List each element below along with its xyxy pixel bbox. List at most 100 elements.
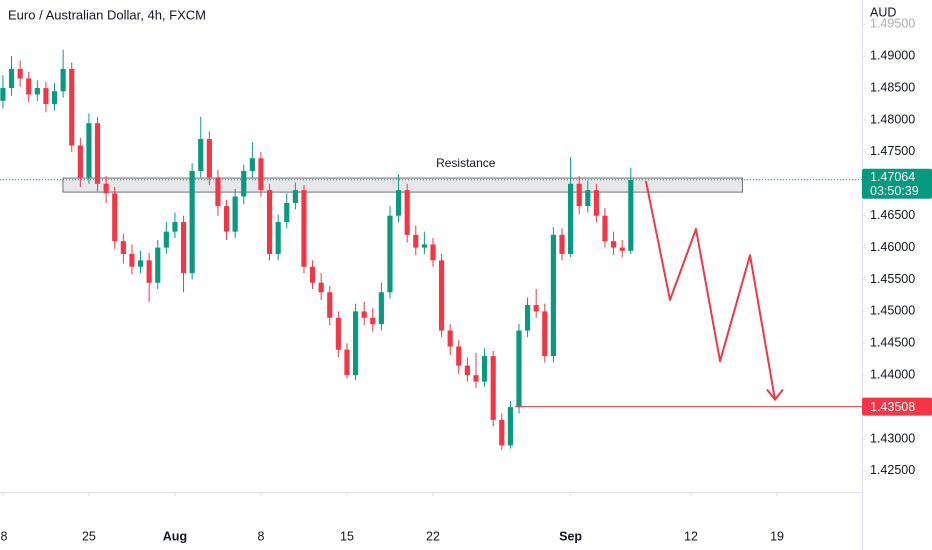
- candle-body: [611, 241, 617, 248]
- candle-body: [189, 171, 195, 274]
- target-label: 1.43508: [870, 400, 915, 414]
- y-tick-label: 1.46000: [870, 240, 915, 254]
- candle-body: [266, 190, 273, 254]
- candle-body: [223, 206, 230, 232]
- candle-body: [129, 253, 135, 267]
- candle-body: [593, 190, 599, 216]
- candle-body: [318, 282, 324, 293]
- target-badge: [862, 397, 932, 416]
- y-tick-label: 1.48000: [870, 112, 915, 126]
- candle-body: [447, 330, 453, 347]
- x-tick-label: 22: [426, 529, 440, 543]
- candle-body: [404, 190, 410, 235]
- y-tick-label: 1.43000: [870, 431, 915, 445]
- candle-body: [284, 202, 290, 223]
- candle-body: [542, 311, 548, 357]
- projection-path: [644, 181, 776, 400]
- candle-countdown: 03:50:39: [870, 184, 919, 198]
- candle-body: [525, 305, 531, 331]
- candle-body: [464, 365, 470, 376]
- candle-body: [533, 305, 539, 312]
- candle-body: [482, 356, 488, 382]
- candle-body: [378, 292, 384, 325]
- candle-body: [241, 171, 247, 197]
- resistance-label: Resistance: [436, 156, 496, 170]
- y-tick-label: 1.45000: [870, 304, 915, 318]
- candle-body: [490, 356, 496, 420]
- y-tick-label: 1.45500: [870, 272, 915, 286]
- candle-body: [413, 234, 419, 248]
- candle-body: [361, 311, 367, 318]
- projection-arrowhead: [766, 388, 784, 402]
- candle-body: [8, 68, 15, 89]
- candle-body: [516, 330, 522, 408]
- x-tick-label: 8: [1, 529, 8, 543]
- candle-body: [103, 183, 109, 194]
- candle-body: [275, 222, 281, 254]
- last-price-label: 1.47064: [870, 170, 915, 184]
- candle-body: [112, 193, 118, 242]
- candle-body: [507, 407, 513, 446]
- candle-body: [120, 241, 126, 254]
- x-tick-label: 15: [340, 529, 354, 543]
- candle-body: [26, 78, 32, 95]
- candle-body: [60, 68, 66, 92]
- candle-body: [309, 266, 316, 283]
- candle-body: [94, 123, 101, 184]
- candle-body: [352, 311, 359, 376]
- candle-body: [327, 292, 333, 318]
- candle-body: [77, 145, 83, 178]
- x-tick-label: Sep: [559, 529, 582, 543]
- candle-body: [258, 158, 264, 191]
- y-tick-label: 1.46500: [870, 208, 915, 222]
- last-price-badge: [862, 168, 932, 199]
- y-tick-label: 1.48500: [870, 80, 915, 94]
- y-tick-label: 1.44000: [870, 368, 915, 382]
- candle-body: [335, 317, 341, 350]
- candle-body: [137, 260, 144, 267]
- candle-body: [370, 317, 376, 325]
- candle-body: [292, 190, 298, 203]
- candle-body: [206, 139, 212, 178]
- candle-body: [344, 349, 350, 376]
- candle-body: [628, 179, 634, 251]
- candle-body: [249, 158, 255, 172]
- candle-body: [430, 244, 436, 261]
- candle-body: [172, 222, 178, 232]
- plot-area: Resistance: [0, 49, 862, 450]
- x-tick-label: 25: [82, 529, 96, 543]
- candle-body: [438, 260, 445, 331]
- candle-body: [51, 91, 58, 105]
- candle-body: [146, 260, 152, 283]
- y-tick-label: 1.44500: [870, 336, 915, 350]
- axis-currency: AUD: [870, 5, 896, 19]
- candle-body: [619, 247, 625, 251]
- y-tick-label: 1.47500: [870, 144, 915, 158]
- candle-body: [34, 88, 40, 95]
- candle-body: [576, 183, 582, 207]
- candle-body: [0, 88, 6, 101]
- candle-body: [499, 419, 505, 446]
- candle-body: [155, 247, 161, 283]
- candle-body: [69, 68, 75, 146]
- x-tick-label: Aug: [163, 529, 187, 543]
- candle-body: [387, 215, 393, 293]
- candle-body: [301, 190, 307, 267]
- candle-body: [473, 375, 479, 382]
- candle-body: [180, 222, 187, 274]
- chart-title: Euro / Australian Dollar, 4h, FXCM: [8, 7, 206, 22]
- candle-body: [421, 244, 427, 248]
- candle-body: [43, 88, 49, 105]
- candle-body: [456, 346, 462, 366]
- candle-body: [585, 190, 591, 207]
- x-tick-label: 19: [770, 529, 784, 543]
- candle-body: [163, 231, 169, 248]
- candle-body: [550, 234, 556, 357]
- candle-body: [17, 68, 23, 79]
- candle-body: [198, 139, 204, 172]
- candle-body: [86, 123, 92, 178]
- candle-body: [559, 234, 565, 254]
